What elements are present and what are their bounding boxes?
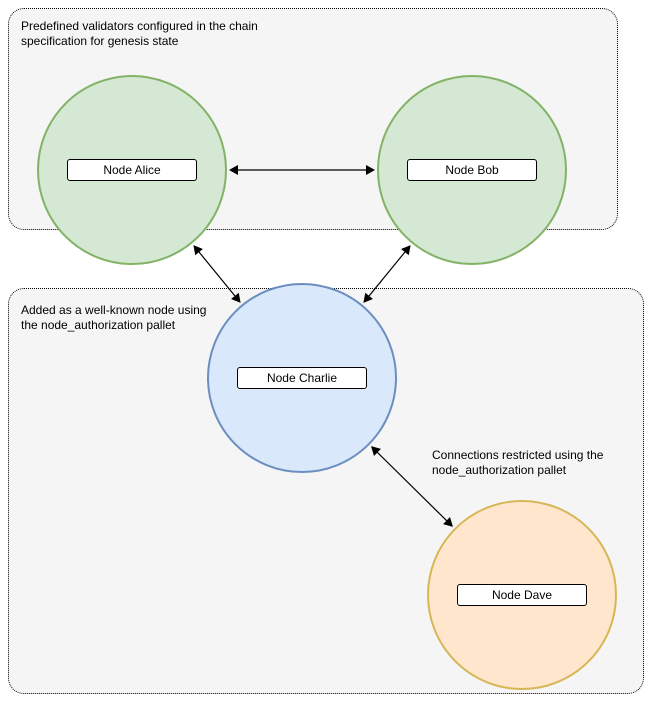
diagram-canvas: Predefined validators configured in the … [0,0,652,702]
region-predefined-validators-label: Predefined validators configured in the … [21,19,321,49]
node-dave-label: Node Dave [457,584,587,606]
node-bob: Node Bob [377,75,567,265]
label-connections-restricted: Connections restricted using thenode_aut… [432,448,642,478]
node-bob-label: Node Bob [407,159,537,181]
node-alice: Node Alice [37,75,227,265]
node-charlie-label: Node Charlie [237,367,367,389]
node-dave: Node Dave [427,500,617,690]
node-charlie: Node Charlie [207,283,397,473]
node-alice-label: Node Alice [67,159,197,181]
